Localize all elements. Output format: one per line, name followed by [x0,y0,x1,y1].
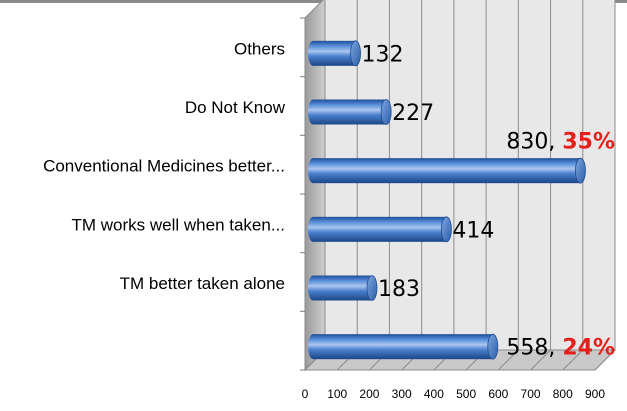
bar-start-cap [308,216,318,242]
x-tick-label: 700 [521,387,541,401]
bar-end-cap [366,275,378,301]
floor-gridline [562,349,584,371]
x-tick-label: 100 [327,387,347,401]
x-tick-label: 500 [456,387,476,401]
data-label-value: 558, [506,336,562,361]
category-labels: Others Do Not Know Conventional Medicines … [43,39,286,293]
bar [308,333,499,360]
bar-start-cap [308,158,318,184]
x-axis-ticks: 0 100 200 300 400 500 600 700 800 900 [302,387,606,401]
floor-gridline [497,349,519,371]
data-label: 183 [378,277,420,302]
category-label: TM better taken alone [120,274,285,293]
data-label-value: 830, [506,130,562,155]
bar [308,99,392,125]
bar-body [313,216,447,242]
bar-end-cap [380,99,392,125]
category-label: Do Not Know [185,98,286,117]
bar [308,157,586,184]
bar-start-cap [308,334,318,360]
data-label: 558, 24% [506,336,615,361]
x-tick-label: 400 [424,387,444,401]
category-label: Others [234,39,285,58]
floor-gridline [530,349,551,371]
bar-body [313,99,387,125]
bar-body [313,158,581,184]
data-label: 414 [452,218,494,243]
bar-start-cap [308,40,318,66]
bars [308,40,586,360]
x-tick-label: 900 [585,387,605,401]
top-border [0,0,627,3]
data-label: 830, 35% [506,130,615,155]
x-tick-label: 0 [302,387,309,401]
bar-end-cap [350,40,361,67]
category-label: TM works well when taken... [71,215,285,234]
x-tick-label: 600 [488,387,508,401]
bar [308,216,452,243]
value-labels: 132 227 830, 35% 414 183 558, 24% [362,42,615,360]
bar-end-cap [575,157,586,184]
x-tick-label: 800 [553,387,573,401]
bar-body [313,40,356,66]
bar-end-cap [487,333,499,360]
bar-body [313,334,493,360]
bar-start-cap [308,99,318,125]
bar-end-cap [440,216,452,243]
bar-start-cap [308,275,318,301]
x-tick-label: 300 [392,387,412,401]
data-label: 132 [362,42,404,67]
category-label: Conventional Medicines better... [43,157,285,176]
floor-gridline [594,349,616,371]
bar [308,275,378,301]
bar [308,40,361,67]
x-tick-label: 200 [359,387,379,401]
data-label-percent: 24% [562,336,615,361]
bar-body [313,275,372,301]
data-label: 227 [392,101,434,126]
data-label-percent: 35% [562,130,615,155]
